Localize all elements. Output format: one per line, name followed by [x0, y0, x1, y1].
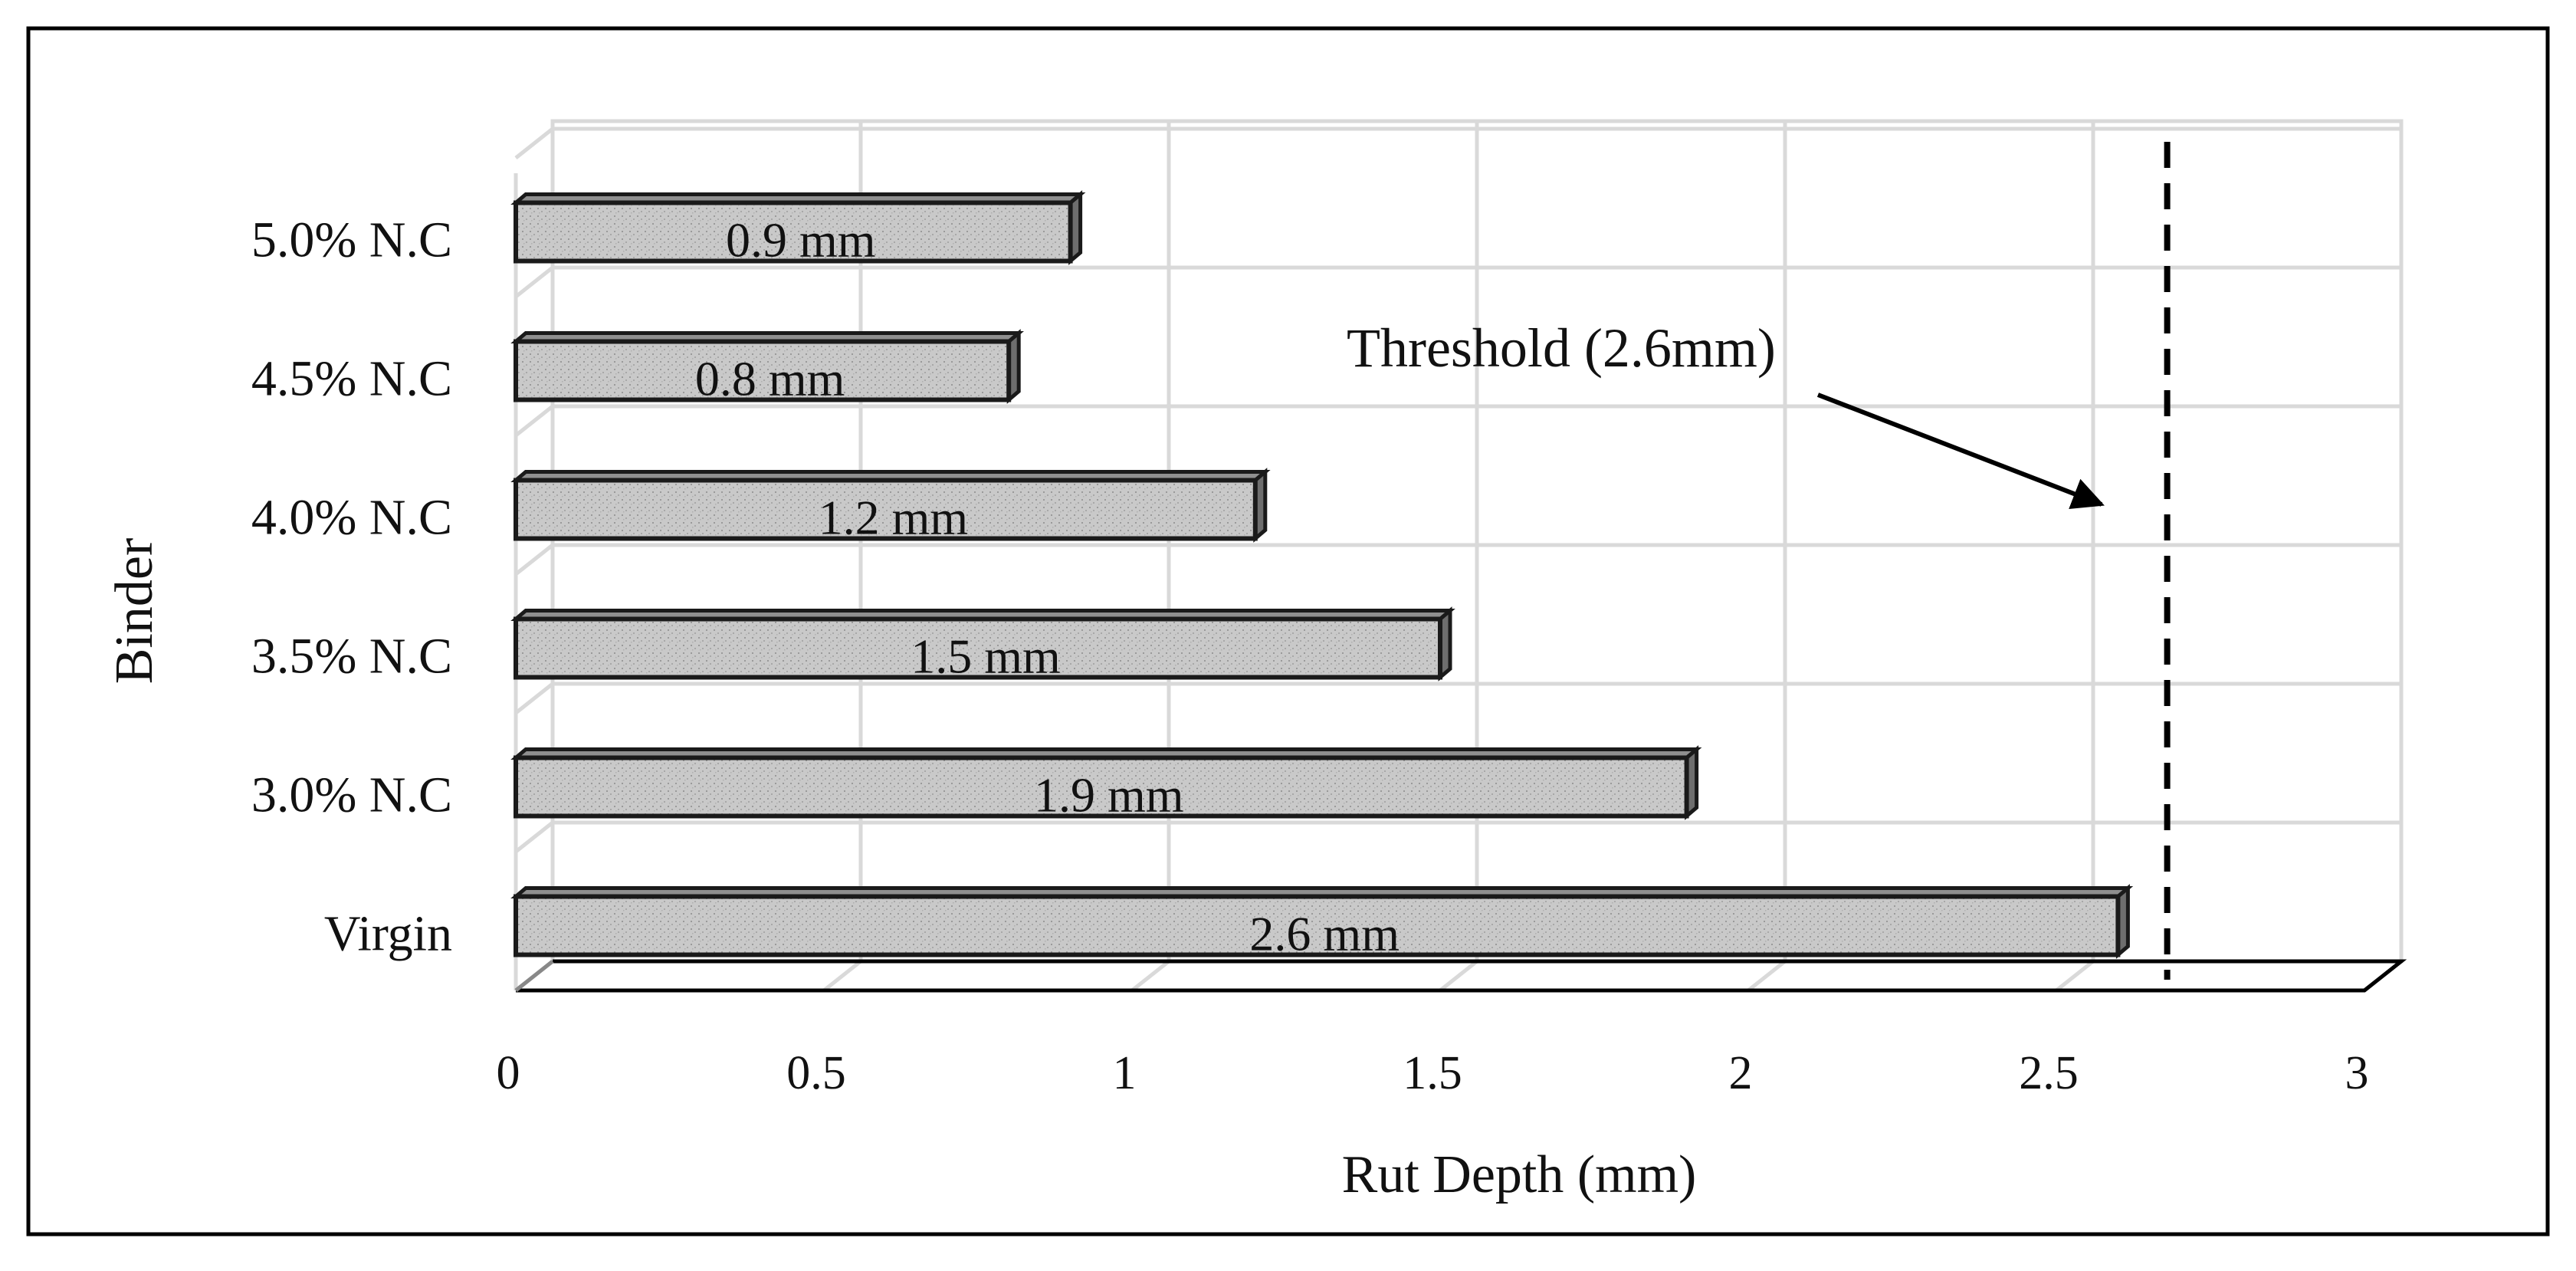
x-tick-label: 2: [1729, 1047, 1753, 1099]
x-tick-label: 0: [497, 1047, 520, 1099]
floor-gridline: [822, 960, 862, 992]
plot-floor: [514, 959, 2407, 993]
x-tick-label: 1: [1113, 1047, 1137, 1099]
threshold-group: [1816, 142, 2171, 980]
side-wall-gridline: [514, 405, 554, 437]
side-wall-gridline: [514, 266, 554, 298]
x-tick-label: 1.5: [1403, 1047, 1462, 1099]
floor-gridline: [1747, 960, 1787, 992]
bar: [514, 478, 1258, 541]
floor-gridline: [1130, 960, 1170, 992]
threshold-label: Threshold (2.6mm): [1347, 317, 1776, 379]
x-axis-title: Rut Depth (mm): [1342, 1145, 1697, 1204]
category-label: 3.5% N.C: [251, 629, 452, 685]
side-wall-gridline: [514, 821, 554, 853]
category-labels: Virgin 3.0% N.C 3.5% N.C 4.0% N.C 4.5% N.C 5.…: [251, 212, 452, 962]
outer-frame: [26, 26, 2550, 1237]
category-label: 3.0% N.C: [251, 767, 452, 823]
floor-outline: [516, 959, 2407, 993]
bar-data-label: 1.9 mm: [1034, 768, 1184, 823]
data-label-group: 2.6 mm 1.9 mm 1.5 mm 1.2 mm 0.8 mm 0.9 mm: [695, 213, 1400, 961]
category-label: 4.0% N.C: [251, 490, 452, 546]
threshold-arrow: [1816, 392, 2105, 509]
category-label: Virgin: [324, 906, 452, 962]
category-label: 5.0% N.C: [251, 212, 452, 268]
bar: [514, 200, 1073, 264]
bar: [514, 755, 1689, 819]
floor-gridline: [1439, 960, 1478, 992]
bar-data-label: 0.9 mm: [726, 213, 876, 268]
x-tick-label: 3: [2345, 1047, 2369, 1099]
x-tick-labels: 0 0.5 1 1.5 2 2.5 3: [497, 1047, 2369, 1099]
bar-group: [510, 190, 2134, 959]
x-tick-label: 2.5: [2019, 1047, 2079, 1099]
side-wall-gridline: [514, 127, 554, 159]
bar: [514, 894, 2121, 957]
bar-data-label: 0.8 mm: [695, 352, 845, 406]
bar: [514, 616, 1442, 680]
floor-gridline: [2055, 960, 2095, 992]
side-wall-gridline: [514, 544, 554, 576]
y-axis-title: Binder: [105, 538, 164, 685]
floor-left-edge: [514, 960, 554, 992]
side-wall-gridline: [514, 682, 554, 714]
x-tick-label: 0.5: [786, 1047, 846, 1099]
bar-data-label: 1.2 mm: [819, 491, 969, 545]
bar-data-label: 1.5 mm: [911, 629, 1061, 684]
bar-data-label: 2.6 mm: [1249, 907, 1400, 961]
category-label: 4.5% N.C: [251, 351, 452, 407]
bar: [514, 339, 1012, 402]
